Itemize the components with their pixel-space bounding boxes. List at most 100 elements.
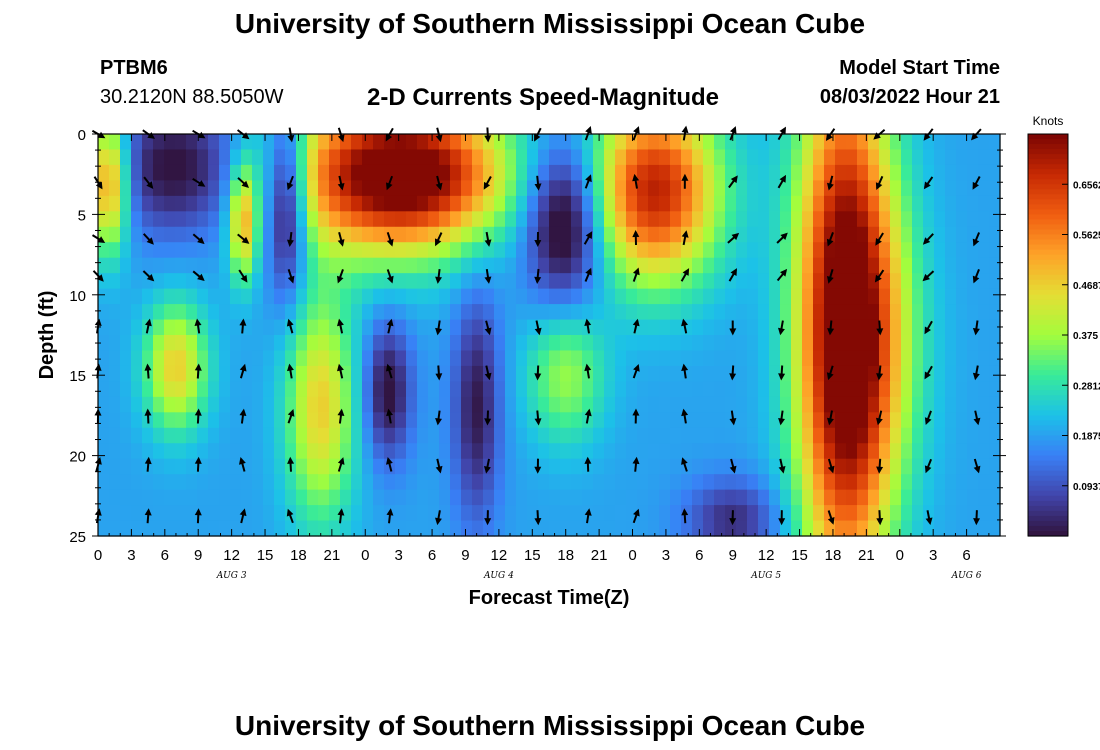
heatmap-cell xyxy=(835,273,847,290)
heatmap-cell xyxy=(296,489,308,506)
heatmap-cell xyxy=(582,474,594,491)
heatmap-cell xyxy=(494,257,506,274)
current-arrow-head xyxy=(435,418,442,426)
current-arrow-head xyxy=(239,408,247,416)
heatmap-cell xyxy=(285,195,297,212)
heatmap-cell xyxy=(340,443,352,460)
heatmap-cell xyxy=(472,427,484,444)
current-arrow-head xyxy=(972,275,980,284)
heatmap-cell xyxy=(417,211,429,228)
heatmap-cell xyxy=(824,381,836,398)
heatmap-cell xyxy=(890,381,902,398)
heatmap-cell xyxy=(307,381,319,398)
heatmap-cell xyxy=(395,427,407,444)
heatmap-cell xyxy=(692,458,704,475)
current-arrow-head xyxy=(729,328,737,336)
heatmap-cell xyxy=(164,257,176,274)
heatmap-cell xyxy=(186,505,198,522)
heatmap-cell xyxy=(263,474,275,491)
heatmap-cell xyxy=(615,288,627,305)
heatmap-cell xyxy=(263,505,275,522)
heatmap-cell xyxy=(560,443,572,460)
heatmap-cell xyxy=(351,520,363,537)
heatmap-cell xyxy=(725,520,737,537)
plot-title: 2-D Currents Speed-Magnitude xyxy=(367,84,720,111)
heatmap-cell xyxy=(780,474,792,491)
heatmap-cell xyxy=(978,412,990,429)
heatmap-cell xyxy=(439,381,451,398)
heatmap-cell xyxy=(395,273,407,290)
heatmap-cell xyxy=(802,273,814,290)
heatmap-cell xyxy=(164,412,176,429)
current-arrow xyxy=(632,173,640,189)
heatmap-cell xyxy=(98,489,110,506)
heatmap-cell xyxy=(351,273,363,290)
heatmap-cell xyxy=(131,257,143,274)
heatmap-cell xyxy=(934,443,946,460)
heatmap-cell xyxy=(571,412,583,429)
date-label: AUG 5 xyxy=(750,571,781,581)
heatmap-cell xyxy=(813,365,825,382)
date-label: AUG 6 xyxy=(951,571,982,581)
heatmap-cell xyxy=(703,195,715,212)
heatmap-cell xyxy=(384,350,396,367)
heatmap-cell xyxy=(857,474,869,491)
current-arrow xyxy=(876,458,884,474)
heatmap-cell xyxy=(439,458,451,475)
current-arrow-head xyxy=(973,518,980,526)
heatmap-cell xyxy=(780,458,792,475)
heatmap-cell xyxy=(604,273,616,290)
heatmap-cell xyxy=(98,319,110,336)
heatmap-cell xyxy=(813,381,825,398)
heatmap-cell xyxy=(153,226,165,243)
heatmap-cell xyxy=(384,304,396,321)
current-arrow xyxy=(681,318,688,334)
heatmap-cell xyxy=(362,134,374,151)
heatmap-cell xyxy=(648,335,660,352)
heatmap-cell xyxy=(373,489,385,506)
heatmap-cell xyxy=(604,242,616,259)
heatmap-cell xyxy=(230,319,242,336)
heatmap-cell xyxy=(516,273,528,290)
heatmap-cell xyxy=(505,134,517,151)
current-arrow xyxy=(337,408,345,424)
current-arrow xyxy=(386,231,394,247)
heatmap-cell xyxy=(758,458,770,475)
heatmap-cell xyxy=(868,505,880,522)
current-arrow-head xyxy=(534,373,542,381)
heatmap-cell xyxy=(296,242,308,259)
heatmap-cell xyxy=(824,489,836,506)
current-arrow-head xyxy=(924,326,931,335)
heatmap-cell xyxy=(219,242,231,259)
heatmap-cell xyxy=(263,335,275,352)
heatmap-cell xyxy=(802,505,814,522)
heatmap-cell xyxy=(967,164,979,181)
x-tick-label: 0 xyxy=(628,547,636,564)
heatmap-cell xyxy=(714,365,726,382)
heatmap-cell xyxy=(912,458,924,475)
heatmap-cell xyxy=(692,257,704,274)
heatmap-cell xyxy=(923,474,935,491)
heatmap-cell xyxy=(120,226,132,243)
heatmap-cell xyxy=(131,226,143,243)
heatmap-cell xyxy=(901,365,913,382)
heatmap-cell xyxy=(395,242,407,259)
heatmap-cell xyxy=(362,304,374,321)
heatmap-cell xyxy=(516,242,528,259)
heatmap-cell xyxy=(571,211,583,228)
current-arrow xyxy=(924,365,933,380)
current-arrow-head xyxy=(876,518,884,526)
heatmap-cell xyxy=(461,273,473,290)
heatmap-cell xyxy=(626,226,638,243)
current-arrow-head xyxy=(682,268,690,276)
heatmap-cell xyxy=(802,195,814,212)
heatmap-cell xyxy=(461,304,473,321)
heatmap-cell xyxy=(98,474,110,491)
heatmap-cell xyxy=(197,149,209,166)
heatmap-cell xyxy=(142,350,154,367)
heatmap-cell xyxy=(296,257,308,274)
heatmap-cell xyxy=(505,226,517,243)
heatmap-cell xyxy=(230,288,242,305)
heatmap-cell xyxy=(263,412,275,429)
heatmap-cell xyxy=(406,443,418,460)
